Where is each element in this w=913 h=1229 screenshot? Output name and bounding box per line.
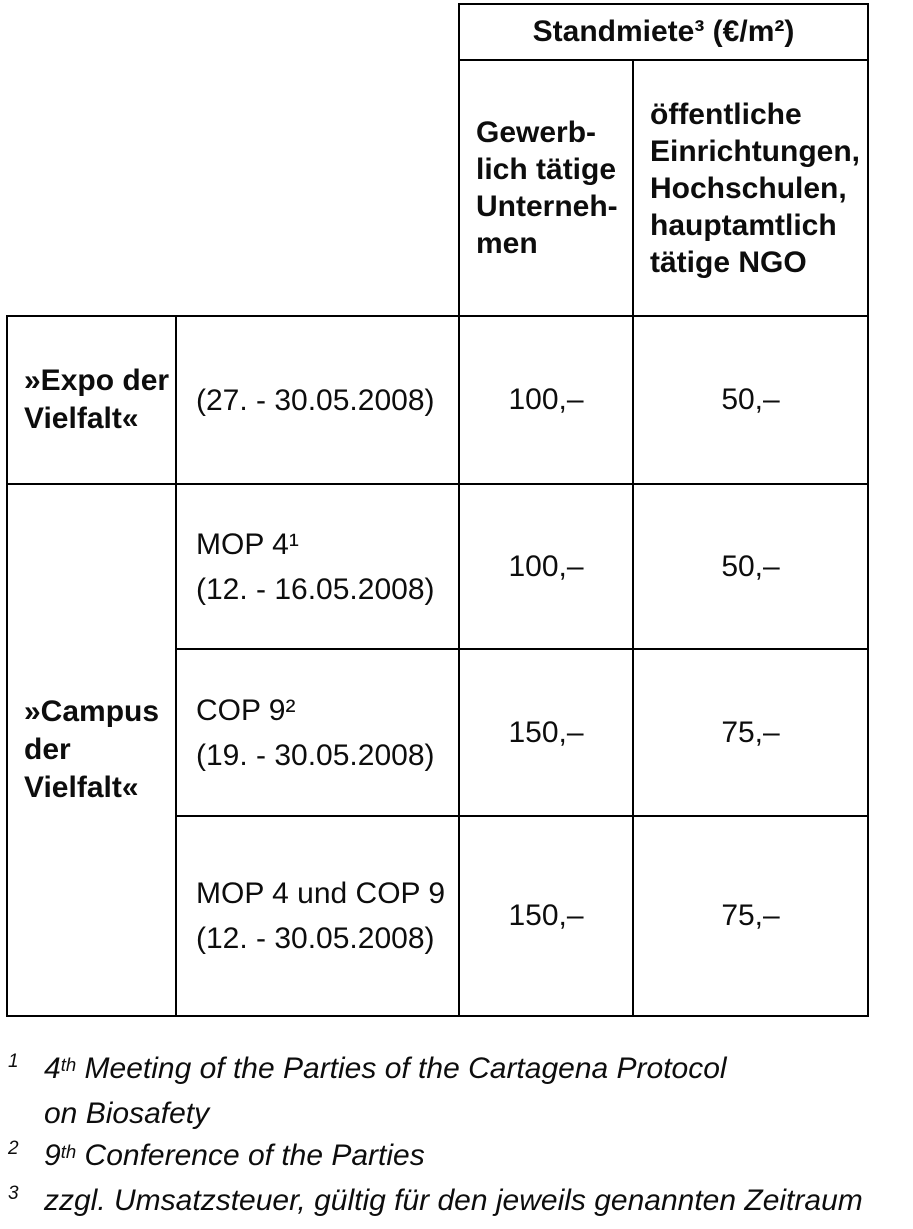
footnote-superscript: th: [60, 1140, 77, 1162]
footnote-superscript: th: [60, 1053, 77, 1075]
price-cell-public: 50,–: [631, 315, 870, 485]
footnote-line1: zzgl. Umsatzsteuer, gültig für den jewei…: [44, 1184, 863, 1217]
footnote-text: 4th Meeting of the Parties of the Cartag…: [44, 1048, 898, 1135]
header-spacer: [7, 4, 459, 60]
footnote-text: 9th Conference of the Parties: [44, 1135, 898, 1180]
event-cell-expo-dates: (27. - 30.05.2008): [175, 315, 460, 485]
col-header-commercial: Gewerb- lich tätige Unterneh- men: [458, 59, 634, 317]
footnote-text: zzgl. Umsatzsteuer, gültig für den jewei…: [44, 1180, 898, 1222]
spanning-header-standmiete: Standmiete³ (€/m²): [457, 3, 870, 61]
event-cell-mop4-cop9: MOP 4 und COP 9 (12. - 30.05.2008): [175, 815, 460, 1017]
table-row: »Expo der Vielfalt« (27. - 30.05.2008) 1…: [6, 315, 870, 485]
footnote-base: 4: [44, 1052, 61, 1085]
footnote-line2: on Biosafety: [44, 1097, 210, 1130]
price-cell-commercial: 150,–: [458, 815, 634, 1017]
footnote-marker: 2: [8, 1138, 19, 1159]
footnote-marker: 3: [8, 1183, 19, 1204]
price-cell-public: 50,–: [631, 483, 870, 650]
footnote-line1: Meeting of the Parties of the Cartagena …: [76, 1052, 727, 1085]
price-cell-public: 75,–: [631, 648, 870, 817]
footnotes: 1 4th Meeting of the Parties of the Cart…: [8, 1048, 898, 1222]
stand-rent-table: Standmiete³ (€/m²) Gewerb- lich tätige U…: [6, 3, 870, 1017]
event-cell-cop9: COP 9² (19. - 30.05.2008): [175, 648, 460, 817]
row-label-campus: »Campus der Vielfalt«: [6, 483, 177, 1017]
footnote-marker: 1: [8, 1051, 19, 1072]
col-header-public: öffentliche Einrichtungen, Hochschulen, …: [631, 59, 870, 317]
price-cell-commercial: 150,–: [458, 648, 634, 817]
footnote-base: 9: [44, 1139, 61, 1172]
header-spacer: [7, 60, 459, 316]
price-cell-commercial: 100,–: [458, 483, 634, 650]
row-label-expo: »Expo der Vielfalt«: [6, 315, 177, 485]
footnote-1: 1 4th Meeting of the Parties of the Cart…: [8, 1048, 898, 1135]
footnote-line1: Conference of the Parties: [76, 1139, 425, 1172]
price-cell-commercial: 100,–: [458, 315, 634, 485]
footnote-2: 2 9th Conference of the Parties: [8, 1135, 898, 1180]
table-row: MOP 4 und COP 9 (12. - 30.05.2008) 150,–…: [7, 815, 870, 1017]
table-row: COP 9² (19. - 30.05.2008) 150,– 75,–: [7, 648, 870, 817]
event-cell-mop4: MOP 4¹ (12. - 16.05.2008): [175, 483, 460, 650]
table-row: »Campus der Vielfalt« MOP 4¹ (12. - 16.0…: [6, 483, 870, 1017]
price-cell-public: 75,–: [631, 815, 870, 1017]
footnote-3: 3 zzgl. Umsatzsteuer, gültig für den jew…: [8, 1180, 898, 1222]
